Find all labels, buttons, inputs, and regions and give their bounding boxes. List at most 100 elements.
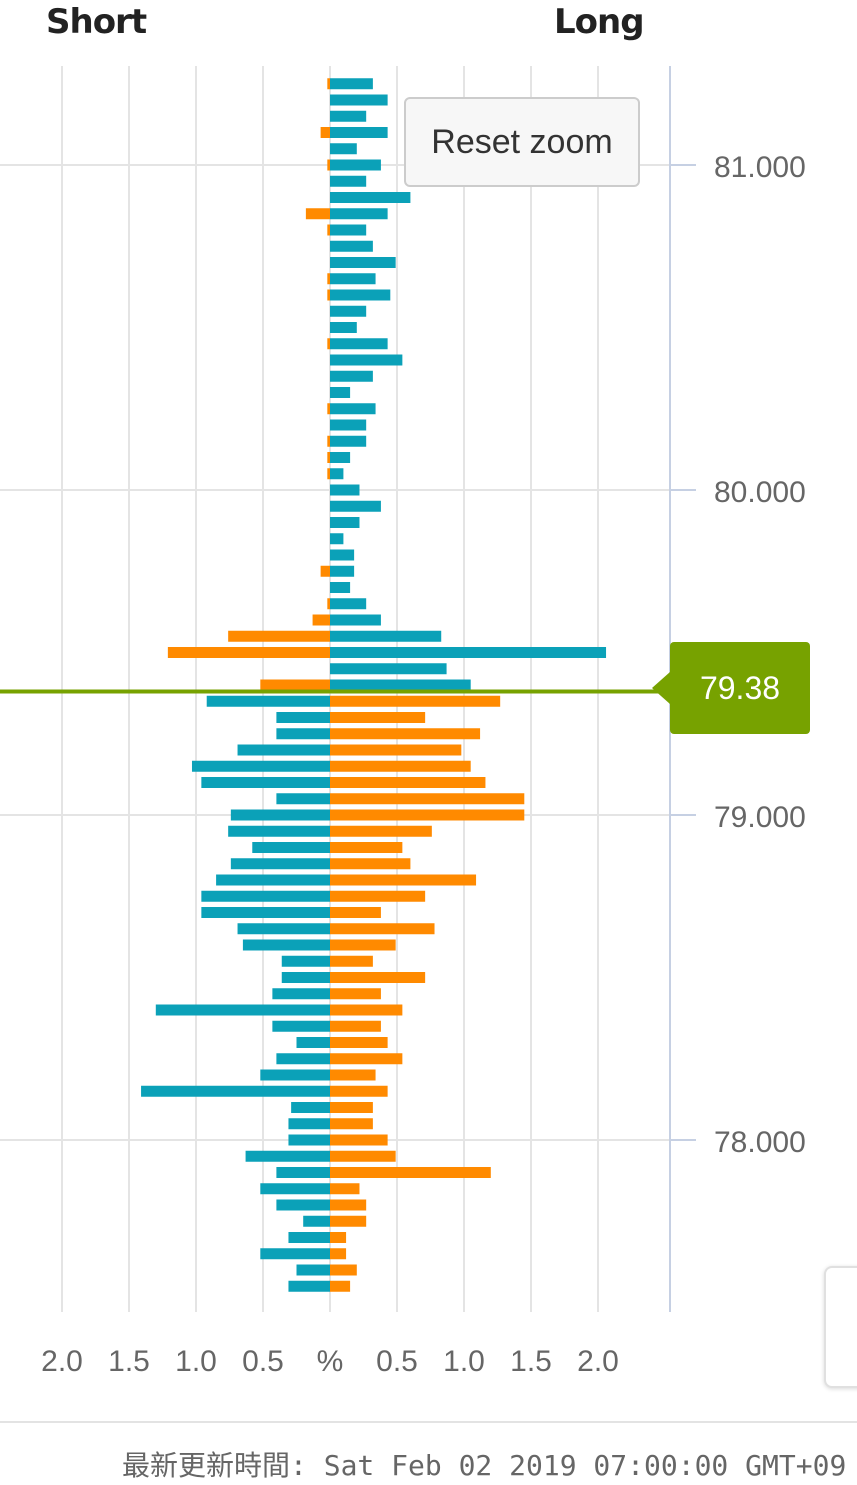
current-price-badge: 79.38 [670,642,810,734]
long-bar [330,1118,373,1130]
short-bar [288,1134,330,1146]
long-bar [330,78,373,90]
long-bar [330,159,381,171]
long-bar [330,143,357,155]
long-bar [330,1280,351,1292]
long-bar [330,435,367,447]
long-bar [330,419,367,431]
long-bar [330,988,381,1000]
long-bar [330,1053,403,1065]
short-bar [237,923,330,935]
long-bar [330,1167,491,1178]
short-bar [260,1069,330,1081]
short-bar [327,598,330,610]
reset-zoom-button[interactable]: Reset zoom [404,97,640,187]
short-bar [228,630,330,642]
long-bar [330,695,501,707]
long-bar [330,403,376,415]
long-bar [330,858,411,870]
long-header: Long [554,2,645,42]
short-bar [288,1118,330,1130]
short-bar [327,338,330,350]
long-bar [330,582,351,593]
short-bar [291,1102,330,1113]
x-tick-label: 1.0 [175,1345,217,1378]
short-bar [237,744,330,756]
short-bar [327,78,330,90]
short-bar [230,858,330,870]
long-bar [330,468,344,480]
long-bar [330,744,462,756]
y-tick-label: 79.000 [714,801,806,834]
short-bar [327,403,330,415]
long-bar [330,955,373,967]
short-bar [206,695,330,707]
short-bar [201,890,330,902]
y-tick-label: 80.000 [714,476,806,509]
x-tick-label: 2.0 [577,1345,619,1378]
short-bar [327,452,330,463]
side-scroll-widget[interactable] [824,1266,857,1388]
long-bar [330,1102,373,1113]
long-bar [330,289,391,301]
short-bar [260,1183,330,1195]
long-bar [330,354,403,366]
short-bar [260,1248,330,1260]
x-tick-label: % [317,1345,344,1378]
short-bar [320,127,330,138]
long-bar [330,728,481,740]
last-updated-text: 最新更新時間: Sat Feb 02 2019 07:00:00 GMT+09 [122,1449,847,1482]
short-bar [201,777,330,788]
long-bar [330,1199,367,1211]
long-bar [330,1037,388,1048]
long-bar [330,240,373,252]
short-bar [276,728,330,740]
long-bar [330,907,381,918]
long-bar [330,500,381,512]
x-tick-label: 1.5 [108,1345,150,1378]
long-bar [330,598,367,610]
short-bar [312,614,330,626]
short-bar [230,809,330,821]
long-bar [330,549,355,561]
long-bar [330,793,525,805]
long-bar [330,192,411,203]
long-bar [330,1069,376,1081]
short-bar [228,825,330,837]
long-bar [330,1232,347,1243]
long-bar [330,923,435,935]
long-bar [330,94,388,106]
long-bar [330,127,388,138]
long-bar [330,257,396,268]
short-bar [191,760,330,772]
long-bar [330,1020,381,1032]
short-bar [272,1020,330,1032]
long-bar [330,484,360,496]
long-bar [330,208,388,220]
short-bar [288,1280,330,1292]
long-bar [330,1004,403,1016]
short-bar [327,159,330,171]
long-bar [330,322,357,333]
long-bar [330,224,367,236]
long-bar [330,1134,388,1146]
short-bar [288,1232,330,1243]
short-bar [276,1167,330,1178]
long-bar [330,452,351,463]
long-bar [330,825,432,837]
long-bar [330,387,351,398]
long-bar [330,1248,347,1260]
long-bar [330,110,367,122]
long-bar [330,533,344,545]
long-bar [330,370,373,382]
long-bar [330,663,447,675]
short-bar [296,1264,330,1276]
short-bar [327,435,330,447]
short-bar [245,1150,330,1162]
short-bar [320,565,330,577]
long-bar [330,565,355,577]
short-bar [242,939,330,951]
long-bar [330,712,426,723]
long-bar [330,630,442,642]
short-bar [167,647,330,658]
